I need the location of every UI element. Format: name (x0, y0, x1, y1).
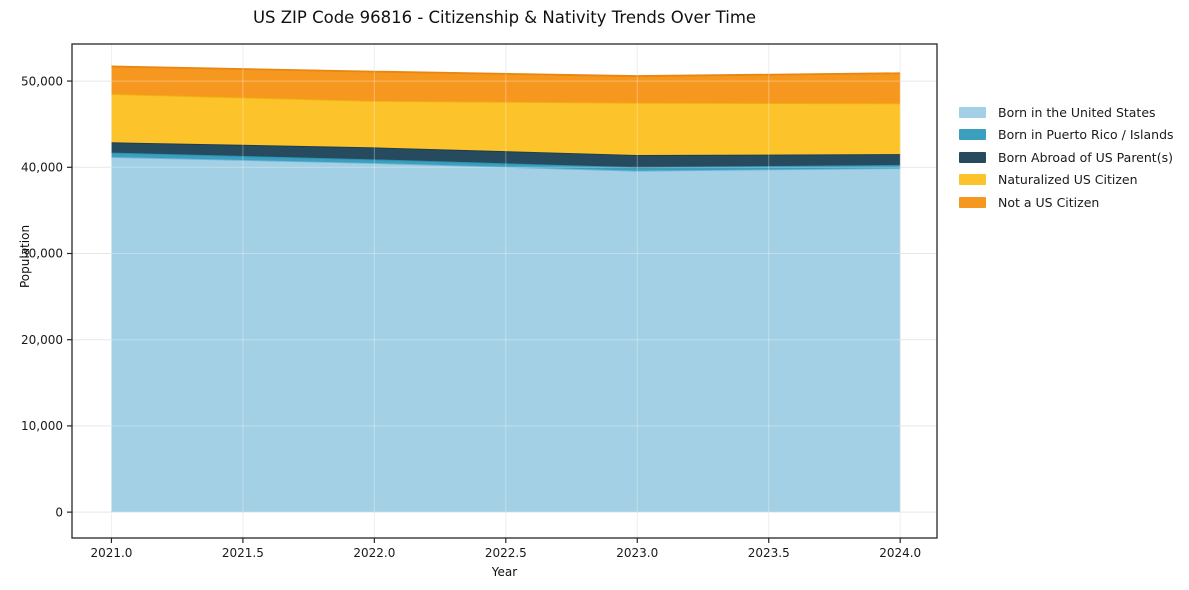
y-tick-label: 30,000 (21, 247, 63, 261)
y-tick-label: 40,000 (21, 160, 63, 174)
y-tick-label: 50,000 (21, 74, 63, 88)
legend-item: Born in the United States (959, 101, 1174, 124)
x-tick-label: 2022.0 (353, 546, 395, 560)
legend-swatch-born-us (959, 106, 986, 118)
legend-label: Born in the United States (998, 104, 1156, 120)
x-tick-label: 2023.0 (616, 546, 658, 560)
plot-frame (71, 43, 938, 539)
legend: Born in the United States Born in Puerto… (959, 101, 1174, 214)
legend-item: Born Abroad of US Parent(s) (959, 146, 1174, 169)
legend-item: Born in Puerto Rico / Islands (959, 124, 1174, 147)
x-tick-label: 2021.5 (222, 546, 264, 560)
legend-label: Not a US Citizen (998, 194, 1100, 210)
x-tick-label: 2021.0 (90, 546, 132, 560)
legend-item: Not a US Citizen (959, 191, 1174, 214)
area-edge-4 (111, 65, 901, 77)
y-tick-label: 10,000 (21, 419, 63, 433)
x-tick-label: 2022.5 (485, 546, 527, 560)
x-tick-label: 2023.5 (748, 546, 790, 560)
legend-label: Naturalized US Citizen (998, 172, 1138, 188)
legend-swatch-not-citizen (959, 196, 986, 208)
legend-item: Naturalized US Citizen (959, 169, 1174, 192)
y-tick-label: 0 (55, 505, 63, 519)
x-tick-label: 2024.0 (879, 546, 921, 560)
area-series-3 (111, 94, 901, 156)
chart-title: US ZIP Code 96816 - Citizenship & Nativi… (252, 8, 757, 27)
area-series-0 (111, 156, 901, 513)
x-axis-label: Year (491, 565, 518, 579)
legend-label: Born Abroad of US Parent(s) (998, 149, 1173, 165)
area-series-2 (111, 142, 901, 168)
y-tick-label: 20,000 (21, 333, 63, 347)
legend-label: Born in Puerto Rico / Islands (998, 127, 1174, 143)
legend-swatch-puerto-rico (959, 129, 986, 141)
legend-swatch-naturalized (959, 174, 986, 186)
legend-swatch-born-abroad (959, 151, 986, 163)
